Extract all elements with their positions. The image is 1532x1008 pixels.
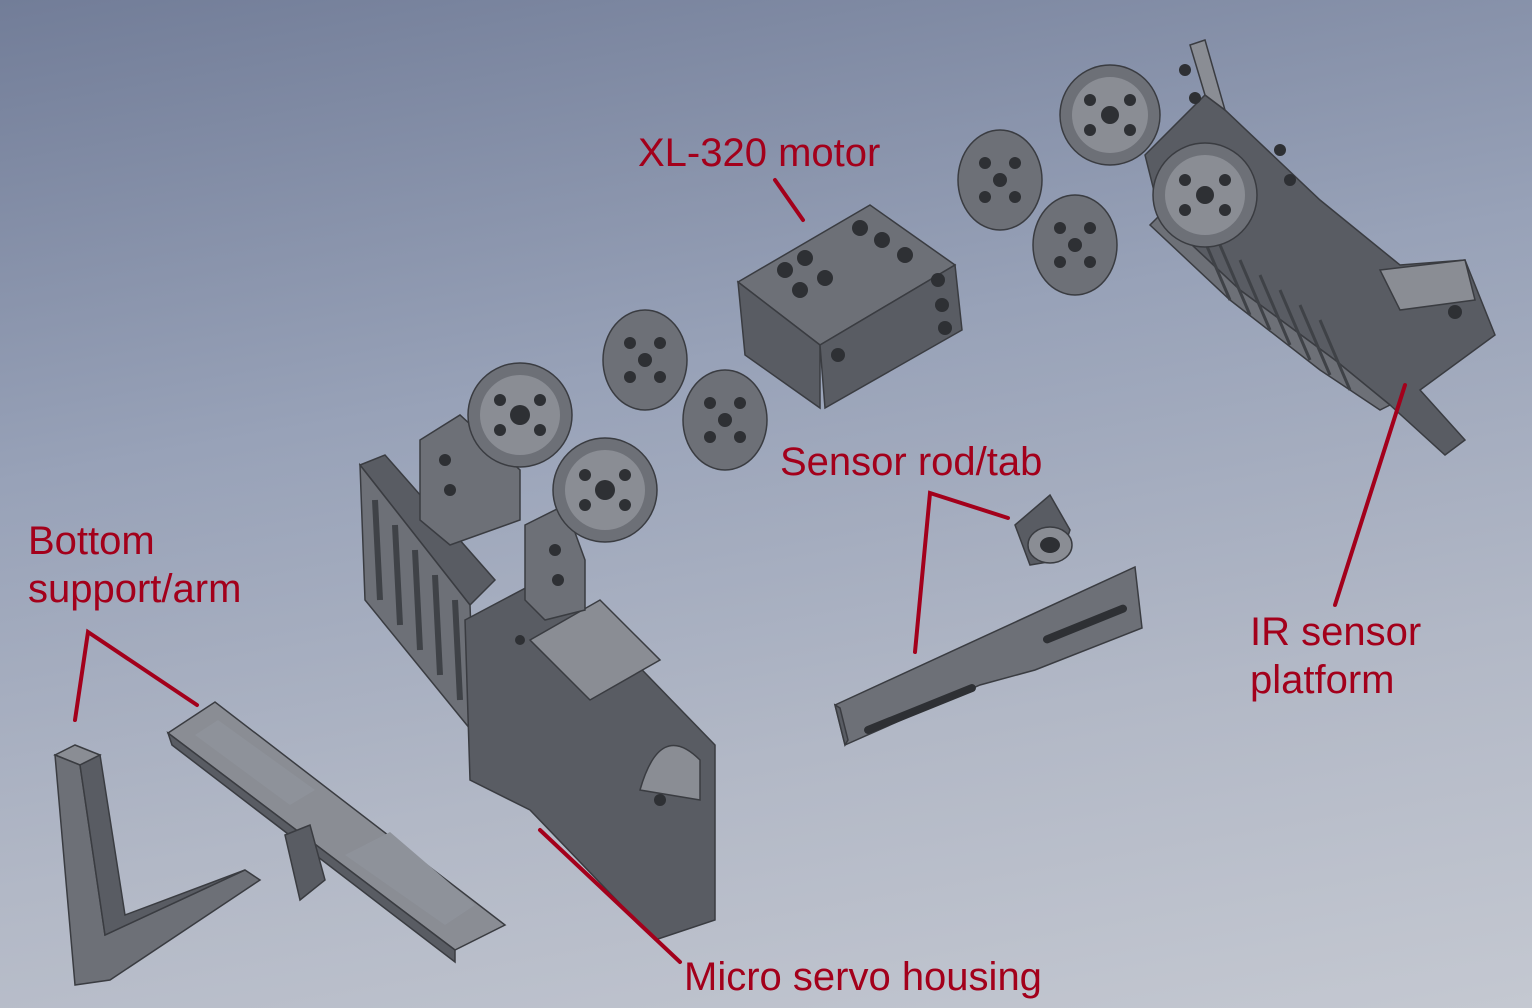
leader-ir-platform bbox=[1333, 383, 1407, 607]
disc-mid-left bbox=[602, 309, 688, 411]
label-bottom-support-line1: Bottom bbox=[28, 519, 155, 563]
label-xl320-motor: XL-320 motor bbox=[638, 131, 881, 175]
label-ir-sensor-platform: IR sensor platform bbox=[1250, 608, 1421, 704]
disc-mid-right bbox=[682, 369, 768, 471]
gear-top-1 bbox=[1059, 64, 1161, 166]
label-sensor-rod-tab: Sensor rod/tab bbox=[780, 440, 1043, 484]
micro-servo-housing-part bbox=[358, 454, 716, 941]
gear-mid-2 bbox=[524, 437, 658, 621]
label-bottom-support-arm: Bottom support/arm bbox=[28, 517, 241, 613]
label-ir-platform-line2: platform bbox=[1250, 658, 1395, 702]
leader-motor bbox=[773, 178, 805, 222]
bottom-arm-frame-part bbox=[166, 701, 507, 964]
leader-servo-housing bbox=[538, 828, 682, 964]
gear-top-2 bbox=[1152, 142, 1258, 248]
bottom-support-l-part bbox=[53, 744, 262, 986]
disc-top-left bbox=[957, 129, 1043, 231]
sensor-tab-part bbox=[1014, 493, 1073, 566]
disc-top-right bbox=[1032, 194, 1118, 296]
leader-lines bbox=[73, 178, 1407, 964]
label-bottom-support-line2: support/arm bbox=[28, 567, 242, 611]
label-micro-servo-housing: Micro servo housing bbox=[684, 955, 1042, 999]
sensor-rod-part bbox=[833, 565, 1143, 747]
leader-bottom-support bbox=[73, 628, 199, 722]
xl320-motor-part bbox=[736, 204, 963, 410]
gear-mid-1 bbox=[419, 362, 573, 546]
leader-sensor-rod bbox=[913, 490, 1010, 654]
label-ir-platform-line1: IR sensor bbox=[1250, 610, 1422, 654]
ir-sensor-platform-part bbox=[1144, 39, 1496, 456]
